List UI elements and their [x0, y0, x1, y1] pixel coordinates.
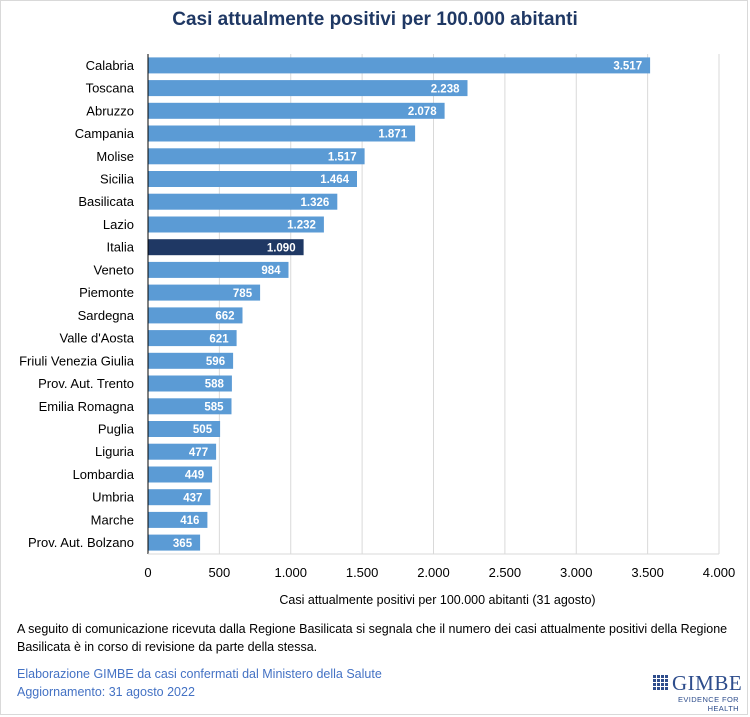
x-tick-label: 2.000: [417, 565, 450, 580]
bar-puglia: [148, 421, 221, 437]
bar-umbria: [148, 489, 211, 506]
logo-tagline: EVIDENCE FOR HEALTH: [677, 695, 739, 713]
value-label: 2.238: [431, 83, 460, 95]
category-label: Valle d'Aosta: [59, 331, 134, 346]
bar-molise: [148, 148, 365, 165]
value-label: 588: [205, 379, 225, 391]
bar-italia: [148, 239, 304, 256]
source-footer: Elaborazione GIMBE da casi confermati da…: [17, 665, 382, 701]
value-label: 596: [206, 356, 225, 368]
bar-sicilia: [148, 171, 357, 187]
value-label: 2.078: [408, 106, 437, 118]
value-label: 365: [173, 538, 193, 550]
x-tick-label: 1.500: [346, 565, 379, 580]
logo-word: GIMBE: [672, 671, 743, 695]
value-label: 785: [233, 288, 253, 300]
chart-title: Casi attualmente positivi per 100.000 ab…: [172, 9, 578, 30]
category-label: Lazio: [103, 217, 134, 232]
bar-liguria: [148, 443, 217, 460]
bar-veneto: [148, 261, 289, 278]
category-label: Liguria: [95, 444, 135, 459]
x-tick-label: 2.500: [489, 565, 522, 580]
value-label: 662: [215, 311, 234, 323]
bar-marche: [148, 511, 208, 528]
value-label: 585: [204, 402, 224, 414]
x-axis-title: Casi attualmente positivi per 100.000 ab…: [279, 593, 595, 607]
bar-friuli-venezia-giulia: [148, 352, 234, 369]
value-label: 449: [185, 470, 204, 482]
category-label: Veneto: [94, 262, 135, 277]
value-label: 1.090: [267, 242, 296, 254]
update-line: Aggiornamento: 31 agosto 2022: [17, 685, 195, 699]
category-label: Abruzzo: [86, 103, 134, 118]
value-label: 1.232: [287, 220, 316, 232]
bar-prov-aut-trento: [148, 375, 232, 392]
value-label: 1.326: [301, 197, 330, 209]
category-label: Emilia Romagna: [39, 399, 135, 414]
category-label: Prov. Aut. Bolzano: [28, 535, 134, 550]
bar-prov-aut-bolzano: [148, 534, 201, 551]
value-label: 505: [193, 424, 213, 436]
bar-lombardia: [148, 466, 213, 483]
x-tick-label: 0: [144, 565, 151, 580]
category-label: Marche: [91, 512, 134, 527]
category-label: Campania: [75, 126, 135, 141]
category-label: Italia: [107, 240, 135, 255]
bar-basilicata: [148, 193, 338, 210]
bar-toscana: [148, 80, 468, 97]
bar-sardegna: [148, 307, 243, 324]
x-tick-label: 3.500: [631, 565, 664, 580]
value-label: 984: [261, 265, 281, 277]
value-label: 1.517: [328, 152, 357, 164]
category-label: Lombardia: [73, 467, 135, 482]
value-label: 3.517: [613, 61, 642, 73]
value-label: 1.464: [320, 174, 349, 186]
bar-abruzzo: [148, 102, 445, 119]
x-tick-label: 3.000: [560, 565, 593, 580]
x-tick-label: 4.000: [703, 565, 736, 580]
bar-piemonte: [148, 284, 261, 301]
source-line: Elaborazione GIMBE da casi confermati da…: [17, 667, 382, 681]
bar-campania: [148, 125, 416, 142]
bar-calabria: [148, 57, 651, 74]
category-label: Umbria: [92, 490, 135, 505]
category-label: Friuli Venezia Giulia: [19, 353, 135, 368]
bar-lazio: [148, 216, 324, 233]
category-label: Toscana: [86, 81, 135, 96]
category-label: Basilicata: [78, 194, 134, 209]
x-tick-label: 1.000: [274, 565, 307, 580]
category-label: Sardegna: [78, 308, 135, 323]
logo-grid-icon: [653, 675, 669, 691]
bar-chart: Calabria 3.517 Toscana 2.238 Abruzzo 2.078 Cam…: [19, 54, 736, 607]
category-label: Calabria: [86, 58, 135, 73]
value-label: 416: [180, 515, 199, 527]
category-label: Prov. Aut. Trento: [38, 376, 134, 391]
value-label: 437: [183, 492, 202, 504]
value-label: 1.871: [378, 129, 407, 141]
gimbe-logo: GIMBE EVIDENCE FOR HEALTH: [653, 671, 743, 713]
category-label: Molise: [96, 149, 134, 164]
category-label: Piemonte: [79, 285, 134, 300]
revision-note: A seguito di comunicazione ricevuta dall…: [17, 622, 728, 654]
category-label: Puglia: [98, 422, 135, 437]
x-tick-label: 500: [209, 565, 231, 580]
value-label: 621: [209, 333, 229, 345]
bar-emilia-romagna: [148, 398, 232, 415]
bar-valle-d-aosta: [148, 330, 237, 347]
category-label: Sicilia: [100, 172, 135, 187]
value-label: 477: [189, 447, 208, 459]
